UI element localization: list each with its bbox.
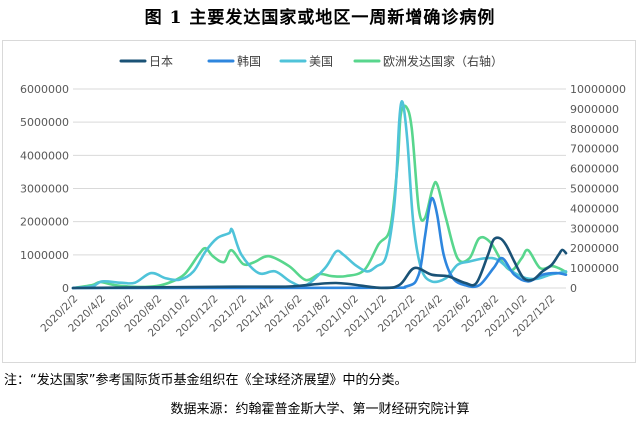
- y-left-tick-label: 1000000: [20, 249, 69, 262]
- y-axis-left: 0 1000000 2000000 3000000 4000000 5000000 6000…: [20, 83, 69, 295]
- figure-title: 图 1 主要发达国家或地区一周新增确诊病例: [144, 8, 496, 28]
- y-left-tick-label: 2000000: [20, 216, 69, 229]
- data-source: 数据来源：约翰霍普金斯大学、第一财经研究院计算: [170, 402, 470, 417]
- y-axis-right: 0 1000000 2000000 3000000 4000000 5000000 6000…: [570, 83, 626, 295]
- y-left-tick-label: 4000000: [20, 149, 69, 162]
- y-right-tick-label: 9000000: [570, 103, 619, 116]
- series-line-japan: [71, 236, 568, 290]
- y-right-tick-label: 10000000: [570, 83, 626, 96]
- y-right-tick-label: 5000000: [570, 183, 619, 196]
- x-axis: 2020/2/22020/4/22020/6/22020/8/22020/10/…: [38, 293, 557, 340]
- y-right-tick-label: 7000000: [570, 143, 619, 156]
- y-left-tick-label: 0: [62, 282, 69, 295]
- y-right-tick-label: 3000000: [570, 222, 619, 235]
- y-right-tick-label: 2000000: [570, 242, 619, 255]
- y-left-tick-label: 3000000: [20, 183, 69, 196]
- y-right-tick-label: 6000000: [570, 163, 619, 176]
- chart-legend: 日本 韩国 美国 欧洲发达国家（右轴）: [119, 54, 503, 69]
- legend-label-japan: 日本: [149, 55, 173, 69]
- legend-label-korea: 韩国: [237, 54, 261, 69]
- line-chart: 日本 韩国 美国 欧洲发达国家（右轴） 0 1000000 2000000 3000000 4…: [20, 54, 626, 340]
- series-lines: [71, 100, 568, 290]
- y-left-tick-label: 6000000: [20, 83, 69, 96]
- chart-footnote: 注：“发达国家”参考国际货币基金组织在《全球经济展望》中的分类。: [4, 373, 408, 388]
- y-right-tick-label: 1000000: [570, 262, 619, 275]
- series-line-europe: [71, 104, 568, 290]
- y-left-tick-label: 5000000: [20, 116, 69, 129]
- legend-label-usa: 美国: [309, 55, 333, 69]
- y-right-tick-label: 4000000: [570, 202, 619, 215]
- series-line-usa: [71, 100, 568, 290]
- legend-label-europe: 欧洲发达国家（右轴）: [383, 54, 503, 69]
- y-right-tick-label: 0: [570, 282, 577, 295]
- chart-container: 日本 韩国 美国 欧洲发达国家（右轴） 0 1000000 2000000 3000000 4…: [2, 40, 636, 363]
- y-right-tick-label: 8000000: [570, 123, 619, 136]
